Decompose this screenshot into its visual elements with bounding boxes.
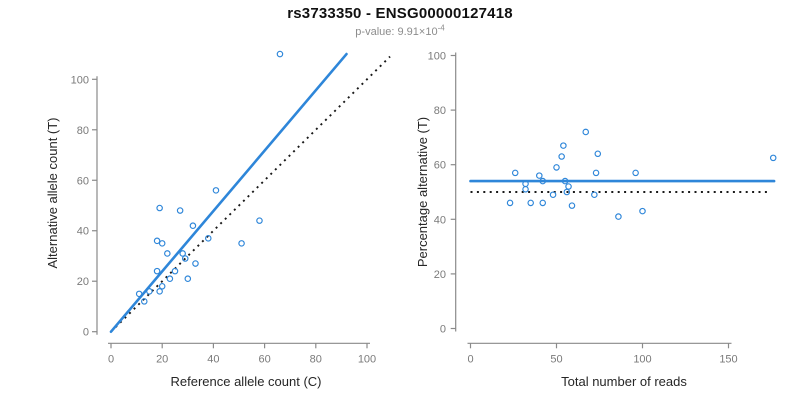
data-point — [181, 255, 189, 262]
pvalue-exponent: -4 — [437, 23, 445, 33]
data-point — [156, 288, 163, 295]
data-points — [135, 50, 284, 305]
y-axis-tick-label: 80 — [77, 125, 89, 137]
data-point — [592, 169, 600, 177]
data-point — [591, 191, 598, 199]
data-point — [276, 50, 284, 58]
data-point — [615, 213, 622, 220]
x-axis-tick-label: 0 — [467, 354, 473, 366]
x-axis-tick-label: 20 — [156, 354, 168, 366]
data-points — [506, 128, 777, 220]
data-point — [256, 217, 263, 224]
figure-title: rs3733350 - ENSG00000127418 — [287, 5, 513, 22]
y-axis-tick-label: 0 — [440, 324, 446, 336]
y-axis-title: Percentage alternative (T) — [415, 117, 430, 267]
data-point — [568, 202, 576, 209]
x-axis-tick-label: 40 — [207, 354, 219, 366]
x-axis-tick-label: 80 — [310, 354, 322, 366]
x-axis-title: Total number of reads — [561, 374, 687, 389]
data-point — [158, 282, 166, 290]
x-axis-tick-label: 100 — [633, 354, 651, 366]
data-point — [171, 267, 179, 275]
data-point — [179, 250, 186, 257]
x-axis-tick-label: 0 — [108, 354, 114, 366]
pvalue-label: p-value: 9.91×10 — [355, 26, 438, 38]
data-point — [527, 199, 534, 207]
y-axis-tick-label: 80 — [434, 105, 446, 117]
regression-line — [109, 52, 348, 334]
y-axis-tick-label: 60 — [434, 160, 446, 172]
data-point — [156, 204, 163, 212]
data-point — [553, 164, 560, 171]
data-point — [769, 154, 777, 162]
y-axis-title: Alternative allele count (T) — [45, 117, 60, 268]
x-axis-tick-label: 50 — [550, 354, 562, 366]
data-point — [565, 183, 572, 190]
data-point — [639, 207, 646, 215]
data-point — [561, 177, 569, 185]
allele-count-scatter: 0 20 40 60 80 100 0 20 40 60 80 100 Reference allele… — [45, 50, 391, 389]
data-point — [153, 237, 161, 245]
x-axis-tick-label: 60 — [258, 354, 270, 366]
data-point — [146, 288, 153, 295]
data-point — [164, 250, 171, 257]
data-point — [522, 185, 529, 193]
data-point — [166, 275, 174, 282]
y-axis-tick-label: 60 — [77, 175, 89, 187]
data-point — [158, 240, 166, 247]
x-axis-tick-label: 150 — [719, 354, 737, 366]
x-axis-tick-label: 100 — [358, 354, 376, 366]
data-point — [506, 199, 514, 207]
pvalue-subtitle: p-value: 9.91×10-4 — [0, 23, 800, 38]
data-point — [212, 187, 220, 194]
y-axis-tick-label: 40 — [434, 214, 446, 226]
identity-line — [110, 55, 391, 333]
data-point — [582, 128, 590, 136]
y-axis-tick-label: 100 — [71, 74, 89, 86]
data-point — [189, 222, 197, 229]
data-point — [153, 267, 161, 275]
data-point — [205, 235, 212, 242]
data-point — [539, 199, 547, 207]
percentage-reads-scatter: 0 50 100 150 0 20 40 60 80 100 Total number of rea… — [415, 51, 777, 389]
data-point — [539, 177, 547, 185]
y-axis-tick-label: 20 — [77, 276, 89, 288]
data-point — [560, 142, 567, 149]
data-point — [558, 153, 565, 160]
data-point — [238, 240, 245, 247]
data-point — [135, 290, 143, 298]
data-point — [632, 169, 639, 177]
data-point — [176, 207, 184, 214]
y-axis-tick-label: 100 — [428, 51, 446, 63]
y-axis-tick-label: 20 — [434, 269, 446, 281]
data-point — [594, 150, 602, 158]
data-point — [549, 191, 557, 199]
y-axis-tick-label: 40 — [77, 226, 89, 238]
data-point — [536, 172, 543, 179]
y-axis-tick-label: 0 — [83, 327, 89, 339]
data-point — [141, 298, 148, 305]
data-point — [563, 188, 571, 196]
data-point — [511, 169, 519, 177]
data-point — [192, 260, 199, 267]
x-axis-title: Reference allele count (C) — [170, 374, 321, 389]
data-point — [184, 275, 192, 282]
